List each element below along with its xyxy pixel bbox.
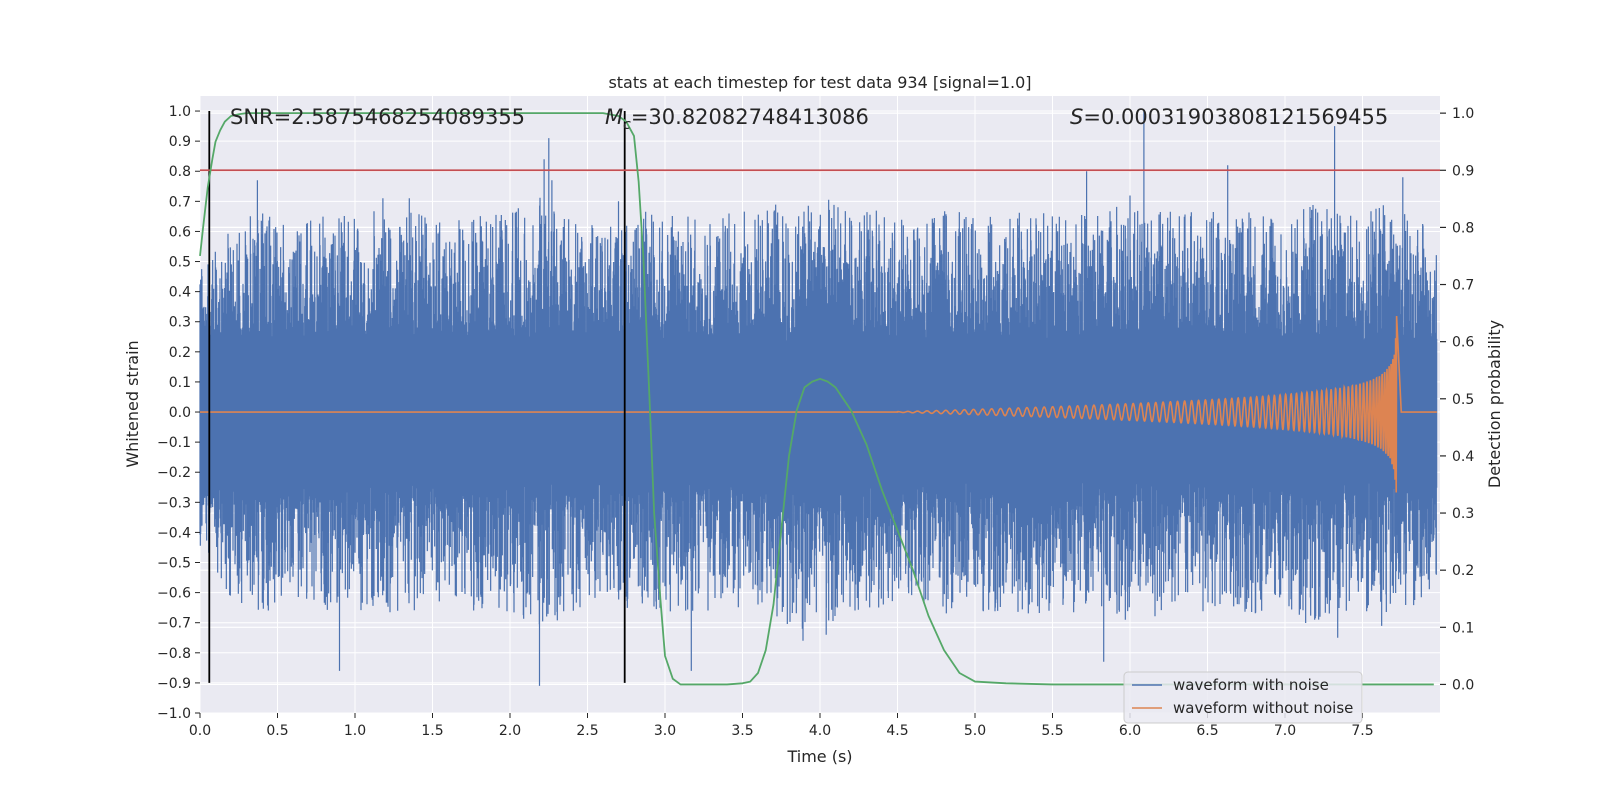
y2-tick-label: 0.8 xyxy=(1452,220,1474,236)
y-tick-label: 0.4 xyxy=(169,285,191,301)
legend-label-waveform-with-noise: waveform with noise xyxy=(1173,676,1329,694)
legend-box xyxy=(1123,671,1363,724)
legend-label-waveform-without-noise: waveform without noise xyxy=(1173,699,1353,717)
y-tick-label: −0.7 xyxy=(157,616,191,632)
y-tick-label: 1.0 xyxy=(169,104,191,120)
s-statistic-annotation: S=0.00031903808121569455 xyxy=(1070,105,1388,129)
x-tick-label: 5.5 xyxy=(1041,723,1063,739)
y2-tick-label: 0.5 xyxy=(1452,392,1474,408)
series-detection-probability xyxy=(199,112,1434,686)
x-tick-label: 4.5 xyxy=(886,723,908,739)
x-tick-label: 0.0 xyxy=(189,723,211,739)
y-tick-label: 0.2 xyxy=(169,345,191,361)
y-tick-label: 0.7 xyxy=(169,194,191,210)
x-tick-label: 7.0 xyxy=(1274,723,1296,739)
y-tick-label: −0.2 xyxy=(157,465,191,481)
y-tick-label: −0.8 xyxy=(157,646,191,662)
chirp-mass-annotation: Mc=30.82082748413086 xyxy=(605,105,869,133)
s-symbol: S xyxy=(1070,105,1083,129)
series-waveform-without-noise xyxy=(200,315,1437,493)
y2-axis-ticks: 0.0 0.1 0.2 0.3 0.4 0.5 0.6 0.7 0.8 0.9 1.0 xyxy=(1440,106,1474,693)
y2-tick-label: 0.0 xyxy=(1452,677,1474,693)
y-axis-ticks: −1.0 −0.9 −0.8 −0.7 −0.6 −0.5 −0.4 −0.3 −0.2 −0.1… xyxy=(157,104,200,722)
y2-tick-label: 0.4 xyxy=(1452,449,1474,465)
y-tick-label: 0.9 xyxy=(169,134,191,150)
y2-tick-label: 0.3 xyxy=(1452,506,1474,522)
y-tick-label: 0.5 xyxy=(169,255,191,271)
y2-tick-label: 0.1 xyxy=(1452,620,1474,636)
y-tick-label: 0.0 xyxy=(169,405,191,421)
y-tick-label: −0.1 xyxy=(157,435,191,451)
x-tick-label: 4.0 xyxy=(809,723,831,739)
y-tick-label: 0.6 xyxy=(169,224,191,240)
x-tick-label: 6.5 xyxy=(1196,723,1218,739)
y-tick-label: −1.0 xyxy=(157,706,191,722)
chart-title: stats at each timestep for test data 934… xyxy=(608,73,1031,92)
s-value: =0.00031903808121569455 xyxy=(1083,105,1388,129)
x-tick-label: 7.5 xyxy=(1351,723,1373,739)
chirp-mass-subscript: c xyxy=(623,117,631,133)
x-tick-label: 2.0 xyxy=(499,723,521,739)
y-tick-label: 0.8 xyxy=(169,164,191,180)
legend: waveform with noise waveform without noi… xyxy=(1123,671,1363,724)
y2-tick-label: 0.6 xyxy=(1452,335,1474,351)
x-axis-label: Time (s) xyxy=(786,747,852,766)
x-tick-label: 5.0 xyxy=(964,723,986,739)
detection-probability-line xyxy=(199,112,1434,686)
y-tick-label: −0.4 xyxy=(157,525,191,541)
x-tick-label: 2.5 xyxy=(576,723,598,739)
x-tick-label: 1.0 xyxy=(344,723,366,739)
y2-tick-label: 0.2 xyxy=(1452,563,1474,579)
vertical-markers xyxy=(208,111,626,683)
x-axis-ticks: 0.0 0.5 1.0 1.5 2.0 2.5 3.0 3.5 4.0 4.5 5.0 5.5 6.0 6… xyxy=(189,713,1374,739)
chirp-mass-symbol: M xyxy=(605,105,623,129)
y2-tick-label: 0.7 xyxy=(1452,278,1474,294)
y-tick-label: −0.9 xyxy=(157,676,191,692)
plot-area xyxy=(199,96,1440,714)
x-tick-label: 0.5 xyxy=(266,723,288,739)
y-tick-label: −0.5 xyxy=(157,556,191,572)
x-tick-label: 6.0 xyxy=(1119,723,1141,739)
y-axis-label: Whitened strain xyxy=(123,340,142,467)
chirp-mass-value: =30.82082748413086 xyxy=(631,105,869,129)
x-tick-label: 3.0 xyxy=(654,723,676,739)
y-tick-label: −0.3 xyxy=(157,495,191,511)
y2-axis-label: Detection probability xyxy=(1485,320,1504,488)
y-tick-label: 0.3 xyxy=(169,315,191,331)
y2-tick-label: 0.9 xyxy=(1452,163,1474,179)
y-tick-label: 0.1 xyxy=(169,375,191,391)
x-tick-label: 3.5 xyxy=(731,723,753,739)
y-tick-label: −0.6 xyxy=(157,586,191,602)
snr-annotation: SNR=2.5875468254089355 xyxy=(230,105,525,129)
x-tick-label: 1.5 xyxy=(421,723,443,739)
waveform-without-noise-line xyxy=(200,315,1437,493)
y2-tick-label: 1.0 xyxy=(1452,106,1474,122)
